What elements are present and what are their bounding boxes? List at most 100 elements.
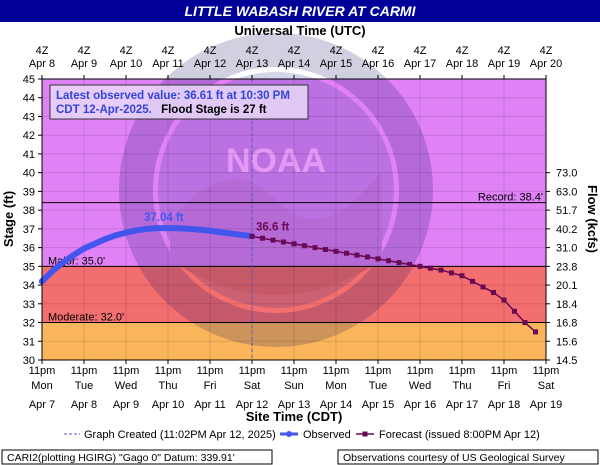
bottom-tick-date: Apr 13 [278, 399, 310, 411]
flow-tick-label: 15.6 [556, 336, 577, 348]
top-tick-label: 4Z [540, 45, 553, 57]
bottom-tick-date: Apr 16 [404, 399, 436, 411]
forecast-point [417, 263, 423, 269]
flow-tick-label: 20.1 [556, 280, 577, 292]
top-tick-date: Apr 20 [530, 58, 562, 70]
bottom-tick-day: Mon [325, 380, 346, 392]
bottom-tick-time: 11pm [533, 365, 560, 377]
observed-point [175, 225, 182, 232]
forecast-point [323, 246, 328, 252]
forecast-start-label: 36.6 ft [256, 221, 289, 233]
observed-point [217, 229, 224, 236]
y-tick-label: 38 [23, 205, 35, 217]
observed-peak-label: 37.04 ft [144, 212, 184, 224]
footer-datum-box [1, 449, 273, 465]
svg-text:CDT 12-Apr-2025. Flood S: CDT 12-Apr-2025. Flood Stage is 27 ft [56, 104, 267, 116]
top-tick-date: Apr 11 [152, 58, 184, 70]
flow-tick-label: 23.8 [556, 261, 577, 273]
bottom-tick-time: 11pm [491, 365, 518, 377]
top-tick-label: 4Z [414, 45, 427, 57]
bottom-tick-date: Apr 8 [71, 399, 97, 411]
bottom-tick-date: Apr 19 [530, 399, 562, 411]
left-axis-title: Stage (ft) [1, 191, 16, 247]
flow-tick-label: 73.0 [556, 168, 577, 180]
y-tick-label: 31 [23, 336, 35, 348]
bottom-tick-date: Apr 18 [488, 399, 520, 411]
top-tick-date: Apr 18 [446, 58, 478, 70]
forecast-point [407, 261, 412, 267]
top-tick-label: 4Z [372, 45, 385, 57]
bottom-tick-date: Apr 11 [194, 399, 226, 411]
forecast-point [533, 329, 538, 335]
bottom-tick-date: Apr 15 [362, 399, 394, 411]
observed-point [228, 230, 234, 237]
forecast-point [396, 260, 402, 266]
observed-point [49, 268, 56, 275]
threshold-label-moderate: Moderate: 32.0' [48, 312, 124, 324]
y-tick-label: 42 [23, 130, 35, 142]
flow-tick-label: 51.7 [556, 205, 577, 217]
forecast-point [365, 254, 370, 260]
top-tick-date: Apr 14 [278, 58, 310, 70]
observed-point [154, 225, 161, 232]
y-tick-label: 33 [23, 299, 35, 311]
bottom-tick-day: Thu [453, 380, 472, 392]
forecast-point [459, 273, 465, 279]
bottom-tick-day: Tue [75, 380, 94, 392]
y-tick-label: 39 [23, 186, 35, 198]
y-tick-label: 45 [23, 74, 35, 86]
flow-tick-label: 14.5 [556, 355, 577, 367]
forecast-point [438, 267, 444, 273]
observed-series: 37.04 ft [39, 212, 255, 285]
forecast-point [270, 237, 276, 243]
y-tick-label: 35 [23, 261, 35, 273]
bottom-tick-time: 11pm [197, 365, 224, 377]
bottom-tick-time: 11pm [323, 365, 350, 377]
bottom-tick-date: Apr 12 [236, 399, 268, 411]
y-tick-label: 41 [23, 149, 35, 161]
bottom-tick-date: Apr 7 [29, 399, 55, 411]
legend-observed-marker [286, 431, 292, 437]
observed-point [81, 245, 87, 252]
forecast-point [354, 252, 360, 258]
right-axis-title: Flow (kcfs) [585, 185, 600, 253]
legend-forecast-marker [362, 431, 368, 437]
right-axis: 14.5 15.6 16.8 18.4 20.1 23.8 31.0 40.2 51.7 63.0… [546, 168, 577, 367]
noaa-watermark-logo: NOAA [119, 33, 433, 347]
forecast-point [333, 248, 339, 254]
forecast-point [281, 239, 286, 245]
y-tick-label: 40 [23, 168, 35, 180]
band-moderate [42, 322, 546, 360]
top-tick-label: 4Z [120, 45, 133, 57]
observed-point [91, 240, 98, 247]
legend: Graph Created (11:02PM Apr 12, 2025) Obs… [64, 429, 540, 441]
forecast-point [249, 233, 255, 239]
observed-point [144, 225, 150, 232]
y-tick-label: 44 [23, 93, 35, 105]
observed-point [70, 252, 77, 259]
forecast-point [375, 256, 381, 262]
top-tick-date: Apr 12 [194, 58, 226, 70]
footer-credit-text: Observations courtesy of US Geological S… [343, 452, 566, 464]
forecast-point [491, 290, 496, 296]
legend-forecast-label: Forecast (issued 8:00PM Apr 12) [379, 429, 540, 441]
left-axis: 30 31 32 33 34 35 36 37 38 39 40 41 42 43 44 45 [23, 74, 42, 367]
observed-point [238, 231, 245, 238]
flow-tick-label: 40.2 [556, 224, 577, 236]
forecast-point [312, 245, 318, 251]
observed-point [196, 226, 203, 233]
legend-created-label: Graph Created (11:02PM Apr 12, 2025) [84, 429, 276, 441]
bottom-tick-time: 11pm [29, 365, 56, 377]
bottom-tick-day: Mon [31, 380, 52, 392]
top-tick-label: 4Z [204, 45, 217, 57]
bottom-tick-day: Wed [409, 380, 431, 392]
top-tick-date: Apr 19 [488, 58, 520, 70]
observed-point [123, 229, 129, 236]
forecast-point [302, 243, 307, 249]
bottom-axis: 11pm Mon Apr 7 11pm Tue Apr 8 11pm Wed Apr 9 11pm… [29, 360, 562, 411]
latest-value-date: CDT 12-Apr-2025. [56, 104, 152, 116]
top-tick-label: 4Z [456, 45, 469, 57]
bottom-tick-day: Fri [204, 380, 217, 392]
legend-observed-label: Observed [303, 429, 351, 441]
